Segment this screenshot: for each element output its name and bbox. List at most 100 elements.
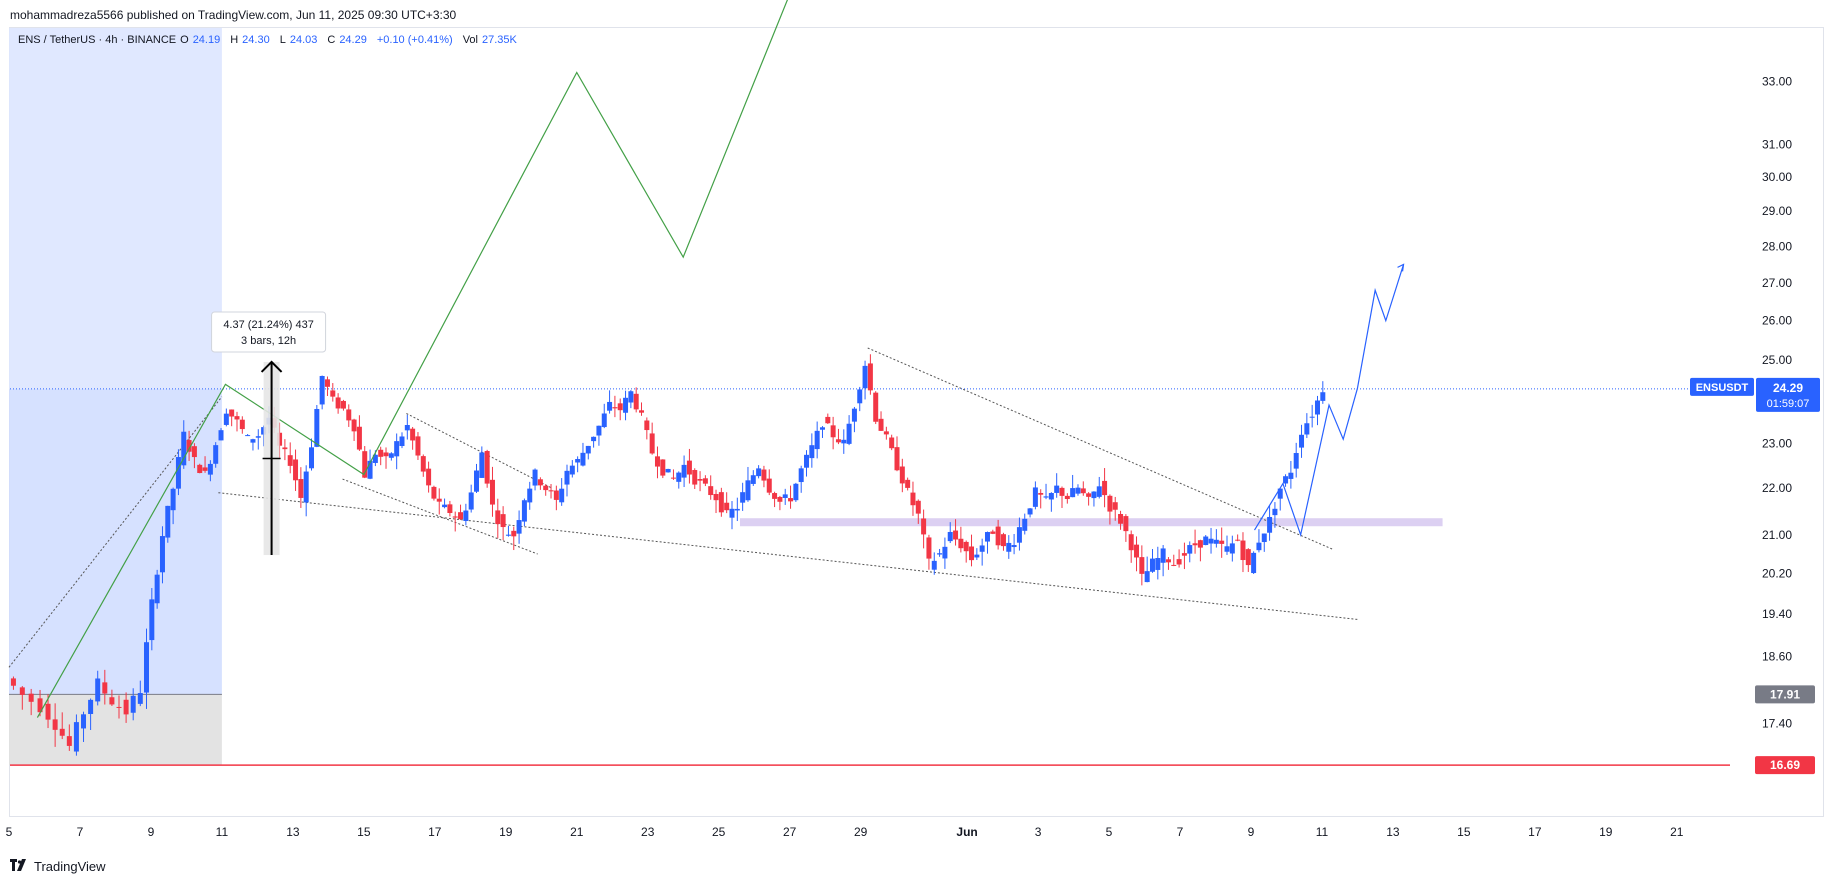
candle — [426, 461, 432, 493]
candle-body — [458, 512, 464, 520]
candle — [186, 430, 192, 461]
candle-body — [1075, 487, 1081, 494]
candle-body — [19, 687, 25, 695]
x-tick-label: 17 — [428, 825, 442, 839]
candle — [404, 414, 410, 440]
candle-body — [436, 498, 442, 502]
candle-body — [197, 464, 203, 474]
candle-body — [1048, 493, 1054, 500]
tradingview-brand[interactable]: TradingView — [34, 858, 106, 874]
drawing-zones — [9, 28, 1443, 766]
candle-body — [388, 453, 394, 458]
candle — [1043, 483, 1049, 500]
candle — [724, 492, 730, 514]
candle — [479, 446, 485, 478]
candle — [1048, 492, 1054, 512]
candle-body — [367, 460, 373, 479]
candle — [250, 438, 256, 451]
volume-label: Vol — [462, 34, 478, 46]
candle-body — [628, 391, 634, 403]
candle — [1027, 507, 1033, 518]
candle — [330, 383, 336, 402]
symbol-badge — [1690, 377, 1754, 396]
candle — [1080, 481, 1086, 496]
candle-body — [1256, 542, 1262, 551]
y-tick-label: 22.00 — [1762, 481, 1792, 495]
candle — [825, 413, 831, 424]
x-tick-label: 9 — [1248, 825, 1255, 839]
candle-body — [591, 436, 597, 442]
candle — [612, 395, 618, 418]
candle-body — [702, 478, 708, 484]
candle-body — [899, 466, 905, 484]
candle-body — [782, 494, 788, 498]
candle — [979, 538, 985, 566]
candle-body — [463, 510, 469, 521]
candle — [1155, 546, 1161, 580]
candle-body — [1171, 564, 1177, 566]
candle-body — [1192, 543, 1198, 546]
candle — [867, 354, 873, 395]
candle — [175, 449, 181, 496]
x-tick-label: 15 — [1457, 825, 1471, 839]
candle-body — [335, 397, 341, 409]
candle-body — [1016, 527, 1022, 543]
y-tick-label: 30.00 — [1762, 170, 1792, 184]
candle — [804, 450, 810, 477]
candle — [1054, 473, 1060, 498]
candle-body — [1043, 496, 1049, 498]
candle-body — [995, 526, 1001, 546]
tradingview-logo-icon[interactable] — [10, 858, 28, 874]
candle — [388, 452, 394, 461]
x-tick-label: 27 — [783, 825, 797, 839]
candle — [516, 510, 522, 544]
candle — [314, 405, 320, 448]
candle — [59, 712, 65, 740]
symbol-label[interactable]: ENS / TetherUS · 4h · BINANCE — [18, 34, 177, 46]
candle-body — [1288, 472, 1294, 479]
low-label: L — [279, 34, 286, 46]
candle-body — [154, 574, 160, 604]
candle — [340, 399, 346, 411]
y-tick-label: 17.40 — [1762, 716, 1792, 730]
candle — [1192, 529, 1198, 554]
x-tick-label: 5 — [6, 825, 13, 839]
candle-body — [88, 699, 94, 715]
candle-body — [1235, 539, 1241, 541]
candle-body — [137, 693, 143, 704]
candle-body — [825, 416, 831, 424]
candle — [1134, 536, 1140, 572]
candle — [628, 390, 634, 409]
candle — [537, 477, 543, 490]
candle — [123, 692, 129, 723]
x-tick-label: 7 — [1177, 825, 1184, 839]
publisher-line: mohammadreza5566 published on TradingVie… — [10, 8, 457, 22]
candle-body — [223, 413, 229, 425]
candle — [19, 686, 25, 710]
candle-body — [867, 363, 873, 391]
candle-body — [596, 425, 602, 436]
candle — [1144, 556, 1150, 583]
candle-body — [102, 682, 108, 694]
y-tick-label: 27.00 — [1762, 276, 1792, 290]
candle-body — [894, 447, 900, 471]
y-tick-label: 19.40 — [1762, 607, 1792, 621]
candle — [947, 522, 953, 544]
x-tick-label: 15 — [357, 825, 371, 839]
candle-body — [218, 430, 224, 441]
candle — [713, 489, 719, 514]
candle — [841, 429, 847, 454]
candle — [511, 526, 517, 551]
candle-body — [1086, 493, 1092, 497]
candle — [974, 548, 980, 560]
candle — [1299, 424, 1305, 458]
candle — [181, 420, 187, 469]
candle — [109, 689, 115, 706]
candle — [857, 386, 863, 412]
candle-body — [165, 505, 171, 538]
candle — [963, 540, 969, 563]
candle — [1102, 468, 1108, 508]
candle-body — [984, 532, 990, 542]
candle-body — [1203, 536, 1209, 546]
